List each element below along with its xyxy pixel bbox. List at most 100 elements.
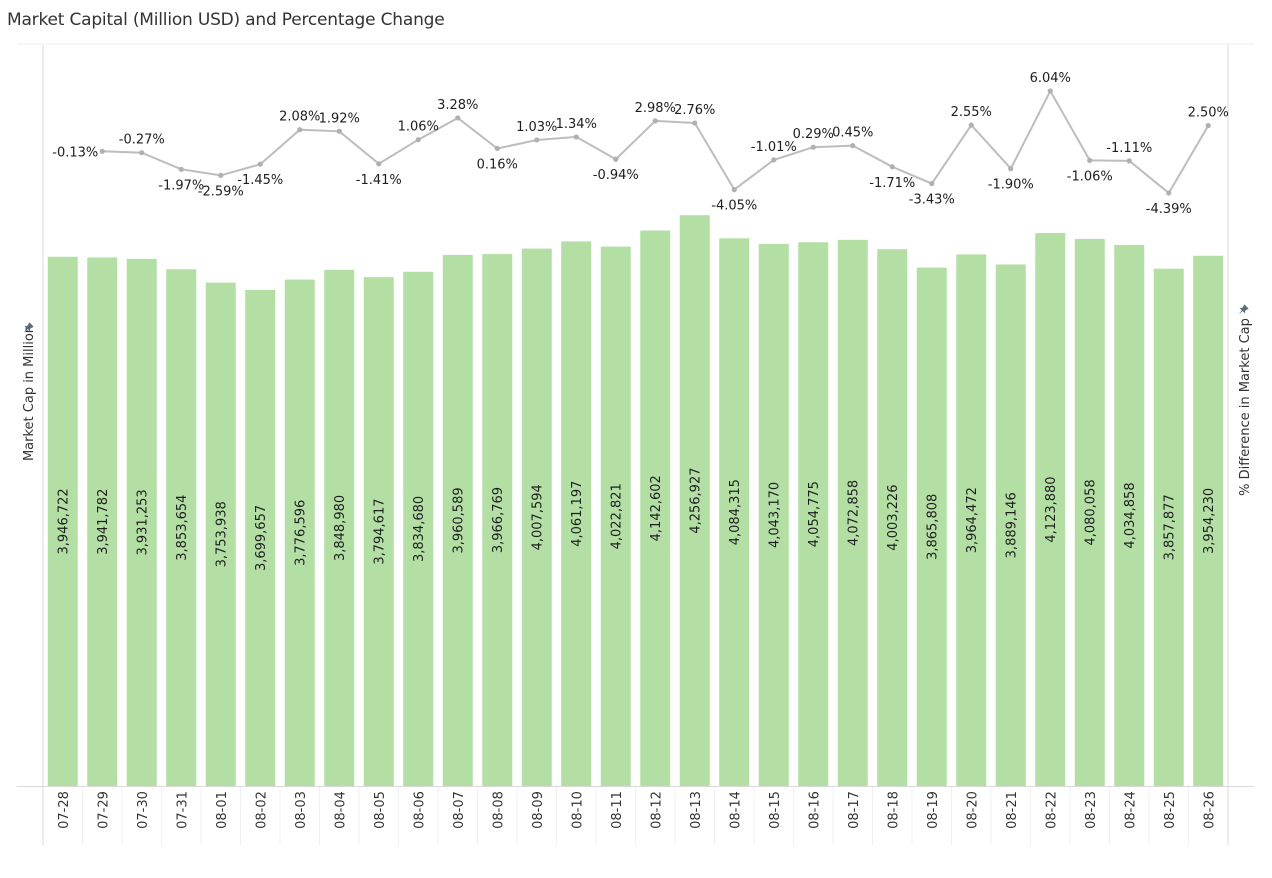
pct-point — [613, 157, 618, 162]
bar-value-label: 3,960,589 — [452, 487, 467, 553]
pct-value-label: -1.41% — [356, 173, 402, 188]
x-tick-label: 08-04 — [333, 791, 348, 829]
pct-value-label: 2.98% — [635, 101, 676, 116]
pct-value-label: -1.45% — [237, 173, 283, 188]
x-tick-label: 08-09 — [531, 791, 546, 829]
bar-value-label: 3,776,596 — [294, 500, 309, 566]
pct-value-label: -0.27% — [119, 133, 165, 148]
x-tick-label: 08-12 — [649, 791, 664, 829]
bar-value-label: 3,794,617 — [373, 498, 388, 564]
pct-point — [929, 181, 934, 186]
bar-value-label: 3,848,980 — [333, 495, 348, 561]
x-tick-label: 07-30 — [136, 791, 151, 829]
x-tick-label: 08-06 — [412, 791, 427, 829]
pct-point — [969, 122, 974, 127]
x-tick-label: 08-03 — [294, 791, 309, 829]
y2-axis-title: % Difference in Market Cap — [1238, 318, 1253, 496]
pin-icon-shape — [1236, 304, 1249, 317]
pct-value-label: 0.29% — [793, 127, 834, 142]
pct-point — [1048, 88, 1053, 93]
pct-point — [534, 137, 539, 142]
x-tick-label: 08-18 — [886, 791, 901, 829]
pct-value-label: 2.55% — [951, 105, 992, 120]
x-tick-label: 08-14 — [728, 791, 743, 829]
bar-value-label: 3,966,769 — [491, 487, 506, 553]
pin-icon — [1236, 304, 1249, 317]
bar-value-label: 3,954,230 — [1202, 488, 1217, 554]
pct-point — [574, 134, 579, 139]
pct-value-label: -1.01% — [751, 140, 797, 155]
pct-point — [218, 173, 223, 178]
pct-point — [297, 127, 302, 132]
pct-point — [100, 149, 105, 154]
x-tick-label: 07-28 — [57, 791, 72, 829]
pct-point — [258, 162, 263, 167]
pct-value-label: 1.34% — [556, 117, 597, 132]
bar-value-label: 4,084,315 — [728, 479, 743, 545]
bar-value-label: 4,054,775 — [807, 481, 822, 547]
pct-point — [1008, 166, 1013, 171]
x-tick-label: 08-16 — [807, 791, 822, 829]
x-tick-label: 08-17 — [847, 791, 862, 829]
bar-value-label: 3,699,657 — [254, 505, 269, 571]
bar-value-label: 3,853,654 — [175, 495, 190, 561]
bar-value-label: 4,022,821 — [610, 483, 625, 549]
pct-point — [416, 137, 421, 142]
x-tick-label: 08-02 — [254, 791, 269, 829]
pct-value-label: 2.76% — [674, 103, 715, 118]
pct-point — [1087, 158, 1092, 163]
x-tick-label: 08-26 — [1202, 791, 1217, 829]
bar-value-label: 4,043,170 — [768, 482, 783, 548]
bar-value-label: 4,003,226 — [886, 485, 901, 551]
x-tick-label: 08-24 — [1123, 791, 1138, 829]
x-tick-label: 08-13 — [689, 791, 704, 829]
pct-value-label: 0.16% — [477, 157, 518, 172]
pct-value-label: -3.43% — [909, 193, 955, 208]
bar-value-label: 4,080,058 — [1084, 479, 1099, 545]
bar-value-label: 4,061,197 — [570, 481, 585, 547]
bar-value-label: 4,123,880 — [1044, 476, 1059, 542]
bar-value-label: 3,857,877 — [1163, 494, 1178, 560]
pct-value-label: 1.92% — [319, 111, 360, 126]
pct-point — [732, 187, 737, 192]
x-tick-label: 08-10 — [570, 791, 585, 829]
pct-point — [890, 164, 895, 169]
bar-value-label: 3,753,938 — [215, 501, 230, 567]
x-tick-label: 07-31 — [175, 791, 190, 829]
x-tick-label: 08-23 — [1084, 791, 1099, 829]
x-tick-labels: 07-28 07-29 07-30 07-31 08-01 08-02 08-03 08-04… — [57, 791, 1218, 829]
bar-value-label: 3,834,680 — [412, 496, 427, 562]
x-tick-label: 08-05 — [373, 791, 388, 829]
x-tick-label: 08-22 — [1044, 791, 1059, 829]
pct-value-label: 2.08% — [279, 110, 320, 125]
bar-value-label: 3,964,472 — [965, 487, 980, 553]
x-tick-label: 08-08 — [491, 791, 506, 829]
bar-value-label: 3,865,808 — [926, 494, 941, 560]
bar-value-label: 4,072,858 — [847, 480, 862, 546]
pct-value-label: -1.06% — [1067, 169, 1113, 184]
bar-value-label: 4,007,594 — [531, 484, 546, 550]
x-tick-label: 08-19 — [926, 791, 941, 829]
pct-point — [653, 118, 658, 123]
pct-value-label: 0.45% — [832, 126, 873, 141]
pct-point — [139, 150, 144, 155]
axis-titles: Market Cap in Million % Difference in Mar… — [21, 304, 1253, 496]
x-tick-label: 08-25 — [1163, 791, 1178, 829]
pct-point — [337, 129, 342, 134]
pct-point — [692, 120, 697, 125]
pct-point — [1206, 123, 1211, 128]
pct-value-label: -0.94% — [593, 168, 639, 183]
y-axis-title: Market Cap in Million — [22, 325, 37, 461]
x-tick-label: 08-11 — [610, 791, 625, 829]
pct-value-label: -1.71% — [869, 176, 915, 191]
bar-value-label: 4,034,858 — [1123, 482, 1138, 548]
pct-value-label: -1.11% — [1106, 141, 1152, 156]
x-tick-label: 08-01 — [215, 791, 230, 829]
pct-point — [179, 167, 184, 172]
axes — [17, 44, 1254, 845]
pct-point — [811, 145, 816, 150]
pct-point — [376, 161, 381, 166]
x-tick-label: 08-21 — [1005, 791, 1020, 829]
pct-value-label: 1.03% — [516, 120, 557, 135]
